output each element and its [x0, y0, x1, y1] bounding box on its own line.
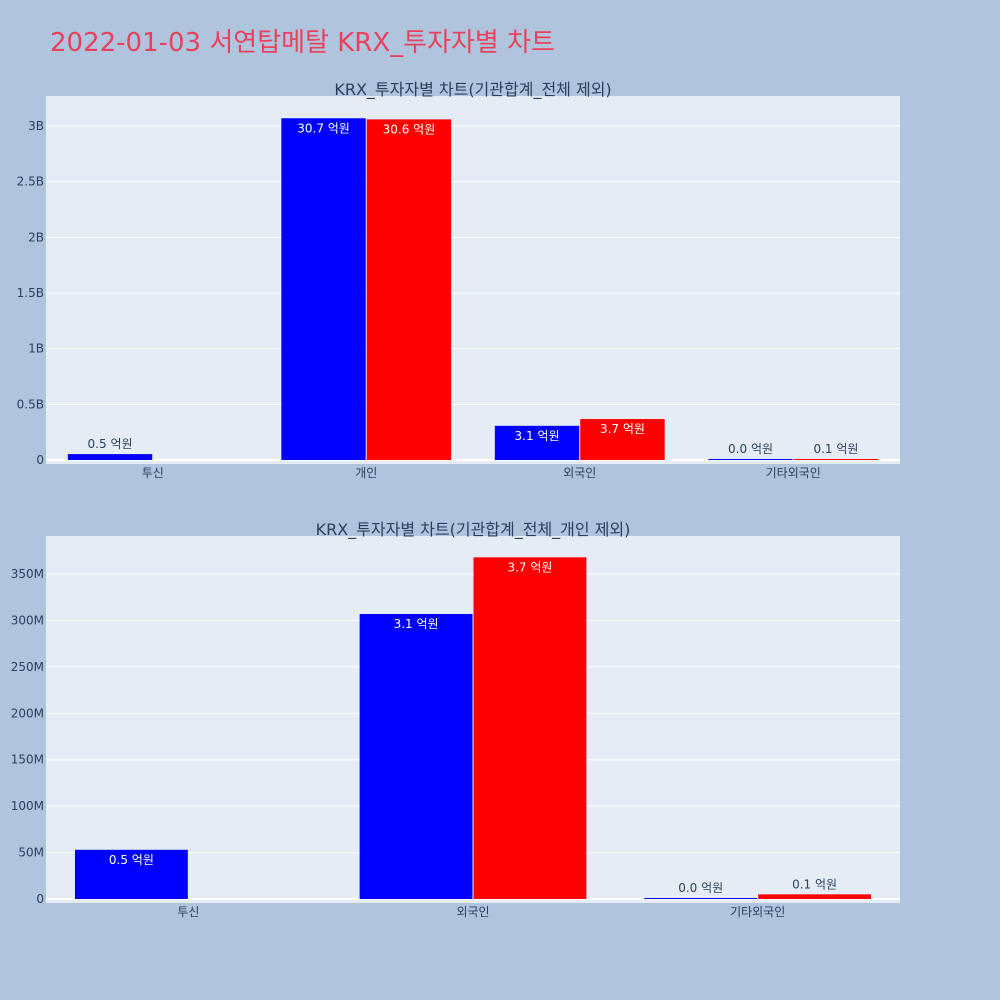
data-label: 3.1 억원: [394, 617, 439, 631]
y-tick-label: 0: [36, 453, 44, 467]
y-tick-label: 200M: [11, 706, 44, 720]
data-label: 0.1 억원: [813, 442, 858, 456]
bar: [473, 557, 587, 899]
bar: [758, 894, 872, 899]
plot-area: [46, 536, 900, 903]
y-tick-label: 150M: [11, 753, 44, 767]
y-tick-label: 3B: [28, 119, 44, 133]
bar: [281, 118, 366, 460]
data-label: 3.7 억원: [600, 422, 645, 436]
y-tick-label: 50M: [18, 846, 44, 860]
data-label: 30.6 억원: [383, 122, 436, 136]
x-tick-label: 외국인: [456, 905, 489, 919]
x-tick-label: 외국인: [563, 466, 596, 480]
page-title: 2022-01-03 서연탑메탈 KRX_투자자별 차트: [50, 28, 555, 58]
bar: [366, 119, 452, 460]
chart-2: KRX_투자자별 차트(기관합계_전체_개인 제외) 0 50M 100M 150M 20…: [11, 520, 900, 919]
chart-1: KRX_투자자별 차트(기관합계_전체 제외) 0 0.5B 1B 1.5B 2B 2.5B…: [17, 80, 900, 480]
y-tick-label: 1B: [28, 342, 44, 356]
data-label: 3.7 억원: [507, 560, 552, 574]
y-tick-label: 300M: [11, 613, 44, 627]
y-tick-label: 350M: [11, 567, 44, 581]
x-tick-label: 개인: [355, 466, 377, 480]
x-tick-label: 투신: [142, 466, 164, 480]
bar: [494, 425, 580, 460]
y-tick-label: 2.5B: [17, 175, 44, 189]
bar: [580, 419, 665, 460]
data-label: 3.1 억원: [515, 429, 560, 443]
y-tick-label: 0.5B: [17, 397, 44, 411]
data-label: 0.0 억원: [678, 881, 723, 895]
y-tick-label: 100M: [11, 799, 44, 813]
bar: [708, 459, 793, 460]
chart-title: KRX_투자자별 차트(기관합계_전체 제외): [334, 80, 611, 100]
bar: [74, 849, 188, 899]
data-label: 0.1 억원: [792, 877, 837, 891]
bar: [359, 613, 473, 899]
data-label: 30.7 억원: [297, 121, 350, 135]
bar: [67, 454, 153, 460]
chart-title: KRX_투자자별 차트(기관합계_전체_개인 제외): [316, 520, 631, 540]
y-tick-label: 1.5B: [17, 286, 44, 300]
bar: [793, 459, 879, 460]
x-tick-label: 기타외국인: [730, 905, 785, 919]
data-label: 0.0 억원: [728, 442, 773, 456]
x-tick-label: 투신: [177, 905, 199, 919]
data-label: 0.5 억원: [109, 853, 154, 867]
y-tick-label: 250M: [11, 660, 44, 674]
bar: [644, 898, 758, 899]
y-tick-label: 2B: [28, 230, 44, 244]
plot-area: [46, 96, 900, 464]
x-tick-label: 기타외국인: [766, 466, 821, 480]
data-label: 0.5 억원: [88, 437, 133, 451]
y-tick-label: 0: [36, 892, 44, 906]
